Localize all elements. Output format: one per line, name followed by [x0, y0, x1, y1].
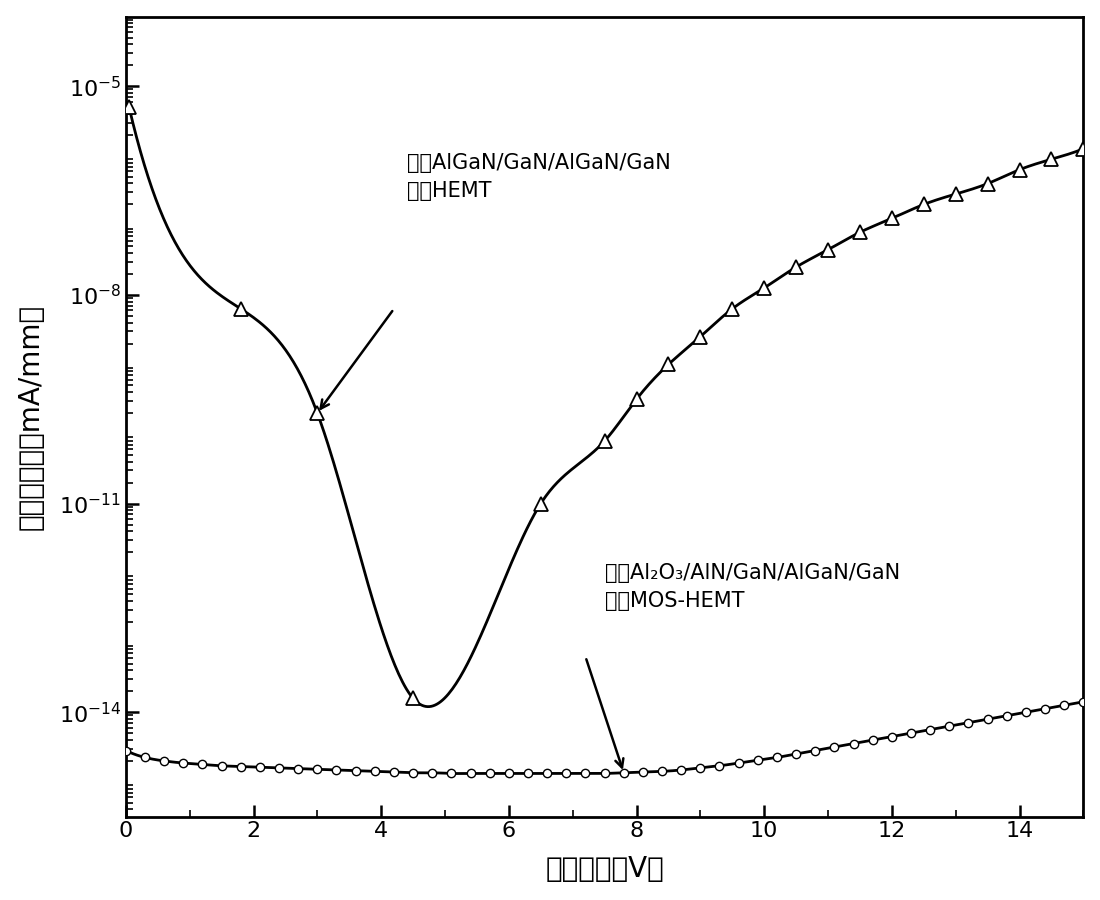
- Text: 新型Al₂O₃/AlN/GaN/AlGaN/GaN
双沟MOS-HEMT: 新型Al₂O₃/AlN/GaN/AlGaN/GaN 双沟MOS-HEMT: [605, 563, 900, 611]
- Text: 传统AlGaN/GaN/AlGaN/GaN
双沟HEMT: 传统AlGaN/GaN/AlGaN/GaN 双沟HEMT: [407, 153, 671, 201]
- X-axis label: 漏极电压（V）: 漏极电压（V）: [546, 855, 664, 883]
- Y-axis label: 栏极漏电流（mA/mm）: 栏极漏电流（mA/mm）: [16, 303, 45, 530]
